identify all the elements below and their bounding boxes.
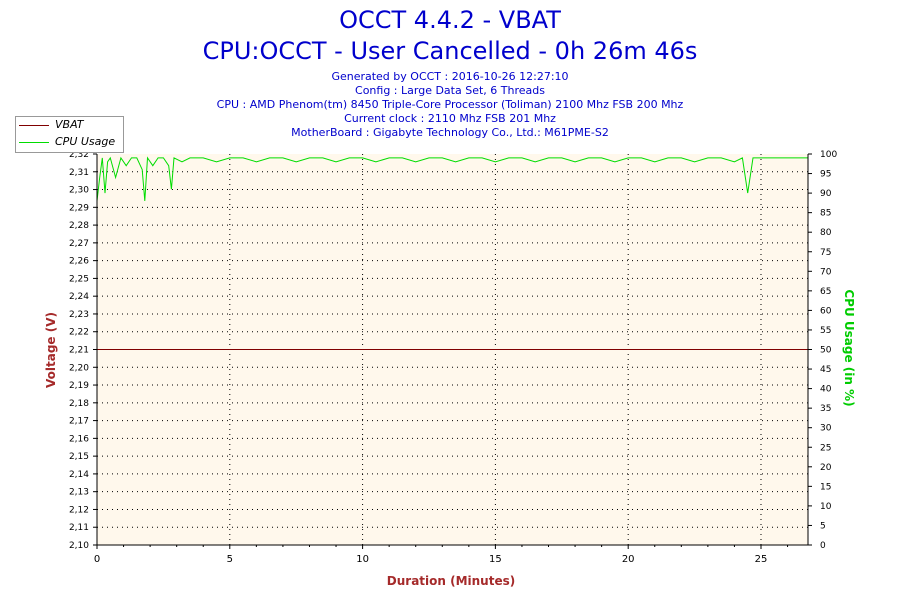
y-tick-label: 2,26 <box>69 257 89 267</box>
y-tick-label: 2,18 <box>69 399 89 409</box>
y-tick-label: 2,10 <box>69 541 89 551</box>
y2-tick-label: 40 <box>820 385 832 395</box>
legend-item-vbat: VBAT <box>16 117 123 134</box>
y-tick-label: 2,17 <box>69 417 89 427</box>
x-tick-label: 0 <box>94 554 100 565</box>
y2-tick-label: 80 <box>820 228 832 238</box>
y2-tick-label: 30 <box>820 424 832 434</box>
y-tick-label: 2,15 <box>69 452 89 462</box>
x-tick-label: 15 <box>489 554 502 565</box>
y-tick-label: 2,22 <box>69 328 89 338</box>
y2-axis-label: CPU Usage (in %) <box>842 289 856 406</box>
y2-tick-label: 85 <box>820 209 831 219</box>
y2-tick-label: 35 <box>820 404 831 414</box>
y-tick-label: 2,24 <box>69 292 89 302</box>
legend-swatch-vbat <box>19 125 49 126</box>
x-axis-label: Duration (Minutes) <box>387 574 515 588</box>
y2-tick-label: 55 <box>820 326 831 336</box>
y2-tick-label: 90 <box>820 189 832 199</box>
legend-item-cpu-usage: CPU Usage <box>16 134 123 151</box>
y-tick-label: 2,13 <box>69 488 89 498</box>
y-tick-label: 2,29 <box>69 203 89 213</box>
x-tick-label: 5 <box>227 554 233 565</box>
y-tick-label: 2,21 <box>69 346 89 356</box>
y2-tick-label: 10 <box>820 502 832 512</box>
y2-tick-label: 75 <box>820 248 831 258</box>
x-tick-label: 20 <box>622 554 635 565</box>
y2-tick-label: 70 <box>820 267 832 277</box>
legend-swatch-cpu-usage <box>19 142 49 143</box>
y-tick-label: 2,30 <box>69 186 89 196</box>
y2-tick-label: 15 <box>820 482 831 492</box>
chart-subtitle: CPU:OCCT - User Cancelled - 0h 26m 46s <box>202 37 698 65</box>
chart-legend: VBAT CPU Usage <box>15 116 124 153</box>
y-tick-label: 2,20 <box>69 363 89 373</box>
y-tick-label: 2,28 <box>69 221 89 231</box>
clock-info: Current clock : 2110 Mhz FSB 201 Mhz <box>344 112 556 125</box>
y2-tick-label: 25 <box>820 443 831 453</box>
generated-info: Generated by OCCT : 2016-10-26 12:27:10 <box>331 70 569 83</box>
y2-tick-label: 95 <box>820 170 831 180</box>
y2-tick-label: 50 <box>820 346 832 356</box>
y-tick-label: 2,12 <box>69 505 89 515</box>
y-axis-label: Voltage (V) <box>44 312 58 388</box>
y-tick-label: 2,25 <box>69 274 89 284</box>
series-cpu-usage-line <box>96 156 808 201</box>
x-tick-label: 25 <box>755 554 768 565</box>
y2-tick-label: 60 <box>820 306 832 316</box>
config-info: Config : Large Data Set, 6 Threads <box>355 84 545 97</box>
y2-tick-label: 100 <box>820 150 837 160</box>
legend-label-vbat: VBAT <box>55 118 84 131</box>
x-tick-label: 10 <box>356 554 369 565</box>
y2-tick-label: 0 <box>820 541 826 551</box>
y2-tick-label: 5 <box>820 521 826 531</box>
y-tick-label: 2,19 <box>69 381 89 391</box>
y2-tick-label: 20 <box>820 463 832 473</box>
motherboard-info: MotherBoard : Gigabyte Technology Co., L… <box>291 126 609 139</box>
y-tick-label: 2,11 <box>69 523 89 533</box>
y-tick-label: 2,31 <box>69 168 89 178</box>
y2-tick-label: 45 <box>820 365 831 375</box>
y-tick-label: 2,23 <box>69 310 89 320</box>
y-tick-label: 2,16 <box>69 434 89 444</box>
cpu-info: CPU : AMD Phenom(tm) 8450 Triple-Core Pr… <box>216 98 684 111</box>
legend-label-cpu-usage: CPU Usage <box>55 135 116 148</box>
y-tick-label: 2,32 <box>69 150 89 160</box>
y-tick-label: 2,14 <box>69 470 89 480</box>
chart-title: OCCT 4.4.2 - VBAT <box>339 6 561 34</box>
y2-tick-label: 65 <box>820 287 831 297</box>
y-tick-label: 2,27 <box>69 239 89 249</box>
